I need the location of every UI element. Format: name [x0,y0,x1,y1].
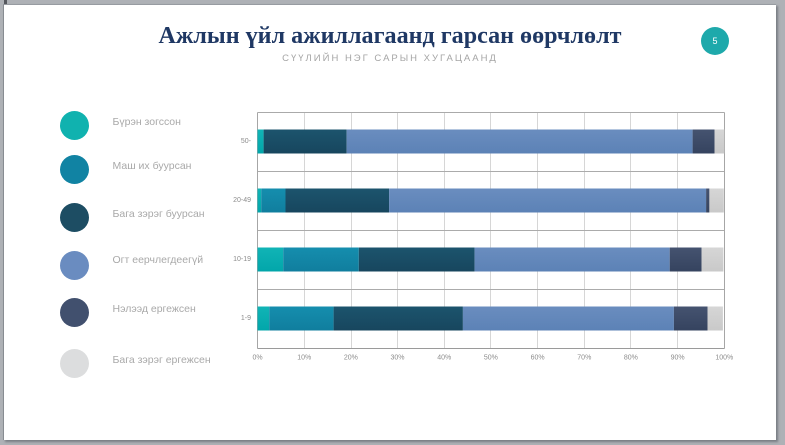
svg-text:0%: 0% [252,355,262,362]
svg-text:10%: 10% [297,355,311,362]
svg-text:10-19: 10-19 [233,256,251,263]
svg-text:20%: 20% [344,355,358,362]
svg-text:50-: 50- [241,138,252,145]
svg-text:70%: 70% [577,355,591,362]
svg-text:80%: 80% [624,355,638,362]
svg-text:1-9: 1-9 [241,315,251,322]
svg-text:50%: 50% [484,355,498,362]
svg-text:100%: 100% [715,355,733,362]
svg-text:90%: 90% [671,355,685,362]
svg-text:60%: 60% [531,355,545,362]
svg-text:20-49: 20-49 [233,197,251,204]
svg-text:40%: 40% [437,355,451,362]
svg-text:30%: 30% [390,355,404,362]
